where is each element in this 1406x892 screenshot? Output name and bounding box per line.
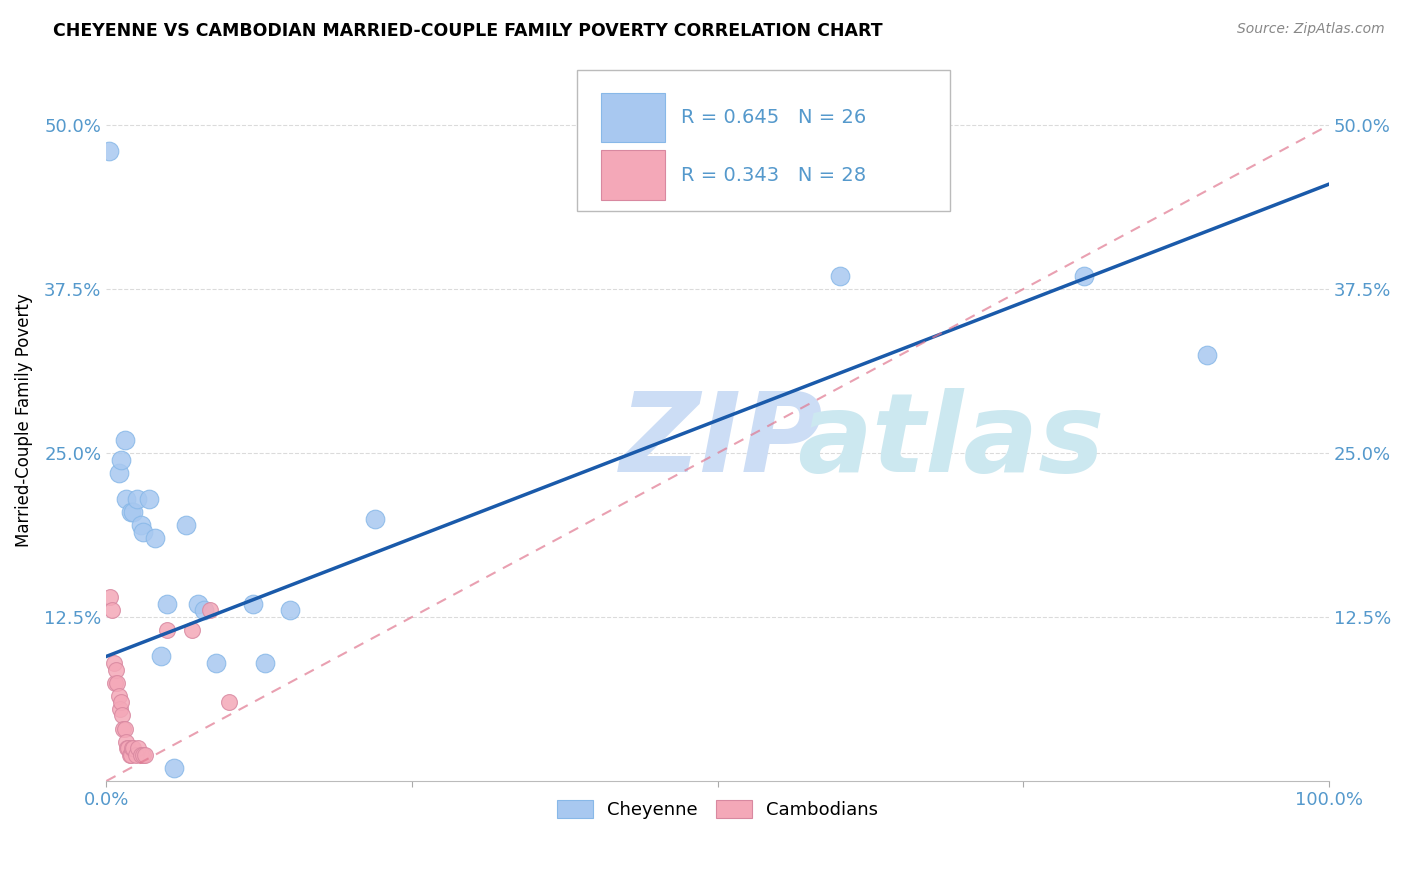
Point xyxy=(97,145,120,159)
Point xyxy=(193,603,215,617)
Point xyxy=(132,524,155,539)
Point xyxy=(114,433,136,447)
Point xyxy=(242,597,264,611)
Point xyxy=(115,491,138,506)
FancyBboxPatch shape xyxy=(602,151,665,200)
Point xyxy=(1073,268,1095,283)
Point xyxy=(162,761,184,775)
Point xyxy=(125,491,148,506)
Point xyxy=(138,491,160,506)
Point xyxy=(105,663,128,677)
Point xyxy=(121,741,143,756)
Text: ZIP: ZIP xyxy=(620,388,824,495)
Point xyxy=(205,656,228,670)
Point xyxy=(127,741,149,756)
Point xyxy=(101,603,124,617)
Point xyxy=(364,511,387,525)
Point xyxy=(103,656,125,670)
Point xyxy=(115,734,138,748)
Point xyxy=(118,747,141,762)
FancyBboxPatch shape xyxy=(602,93,665,142)
Point xyxy=(174,518,197,533)
Point xyxy=(180,623,202,637)
Point xyxy=(125,747,148,762)
Point xyxy=(120,747,142,762)
Text: atlas: atlas xyxy=(797,388,1104,495)
Point xyxy=(278,603,301,617)
Point xyxy=(115,741,138,756)
Point xyxy=(111,708,134,723)
Point xyxy=(129,747,152,762)
Point xyxy=(132,747,155,762)
Point xyxy=(108,702,131,716)
Y-axis label: Married-Couple Family Poverty: Married-Couple Family Poverty xyxy=(15,293,32,547)
Text: Source: ZipAtlas.com: Source: ZipAtlas.com xyxy=(1237,22,1385,37)
Point xyxy=(218,695,240,709)
Point xyxy=(156,623,179,637)
Point xyxy=(110,695,132,709)
Point xyxy=(122,741,145,756)
Point xyxy=(187,597,209,611)
Point xyxy=(107,689,129,703)
Point xyxy=(1195,348,1218,362)
Point xyxy=(117,741,139,756)
Point xyxy=(104,675,127,690)
Point xyxy=(112,722,135,736)
Text: R = 0.343   N = 28: R = 0.343 N = 28 xyxy=(681,166,866,185)
Point xyxy=(254,656,277,670)
Point xyxy=(200,603,222,617)
Point xyxy=(107,466,129,480)
Point xyxy=(129,518,152,533)
Point xyxy=(150,649,173,664)
Text: R = 0.645   N = 26: R = 0.645 N = 26 xyxy=(681,108,866,127)
Point xyxy=(828,268,851,283)
Point xyxy=(122,505,145,519)
Legend: Cheyenne, Cambodians: Cheyenne, Cambodians xyxy=(550,792,886,826)
Point xyxy=(143,532,166,546)
Text: CHEYENNE VS CAMBODIAN MARRIED-COUPLE FAMILY POVERTY CORRELATION CHART: CHEYENNE VS CAMBODIAN MARRIED-COUPLE FAM… xyxy=(53,22,883,40)
Point xyxy=(156,597,179,611)
FancyBboxPatch shape xyxy=(576,70,950,211)
Point xyxy=(105,675,128,690)
Point xyxy=(134,747,156,762)
Point xyxy=(114,722,136,736)
Point xyxy=(98,591,121,605)
Point xyxy=(120,505,142,519)
Point xyxy=(110,452,132,467)
